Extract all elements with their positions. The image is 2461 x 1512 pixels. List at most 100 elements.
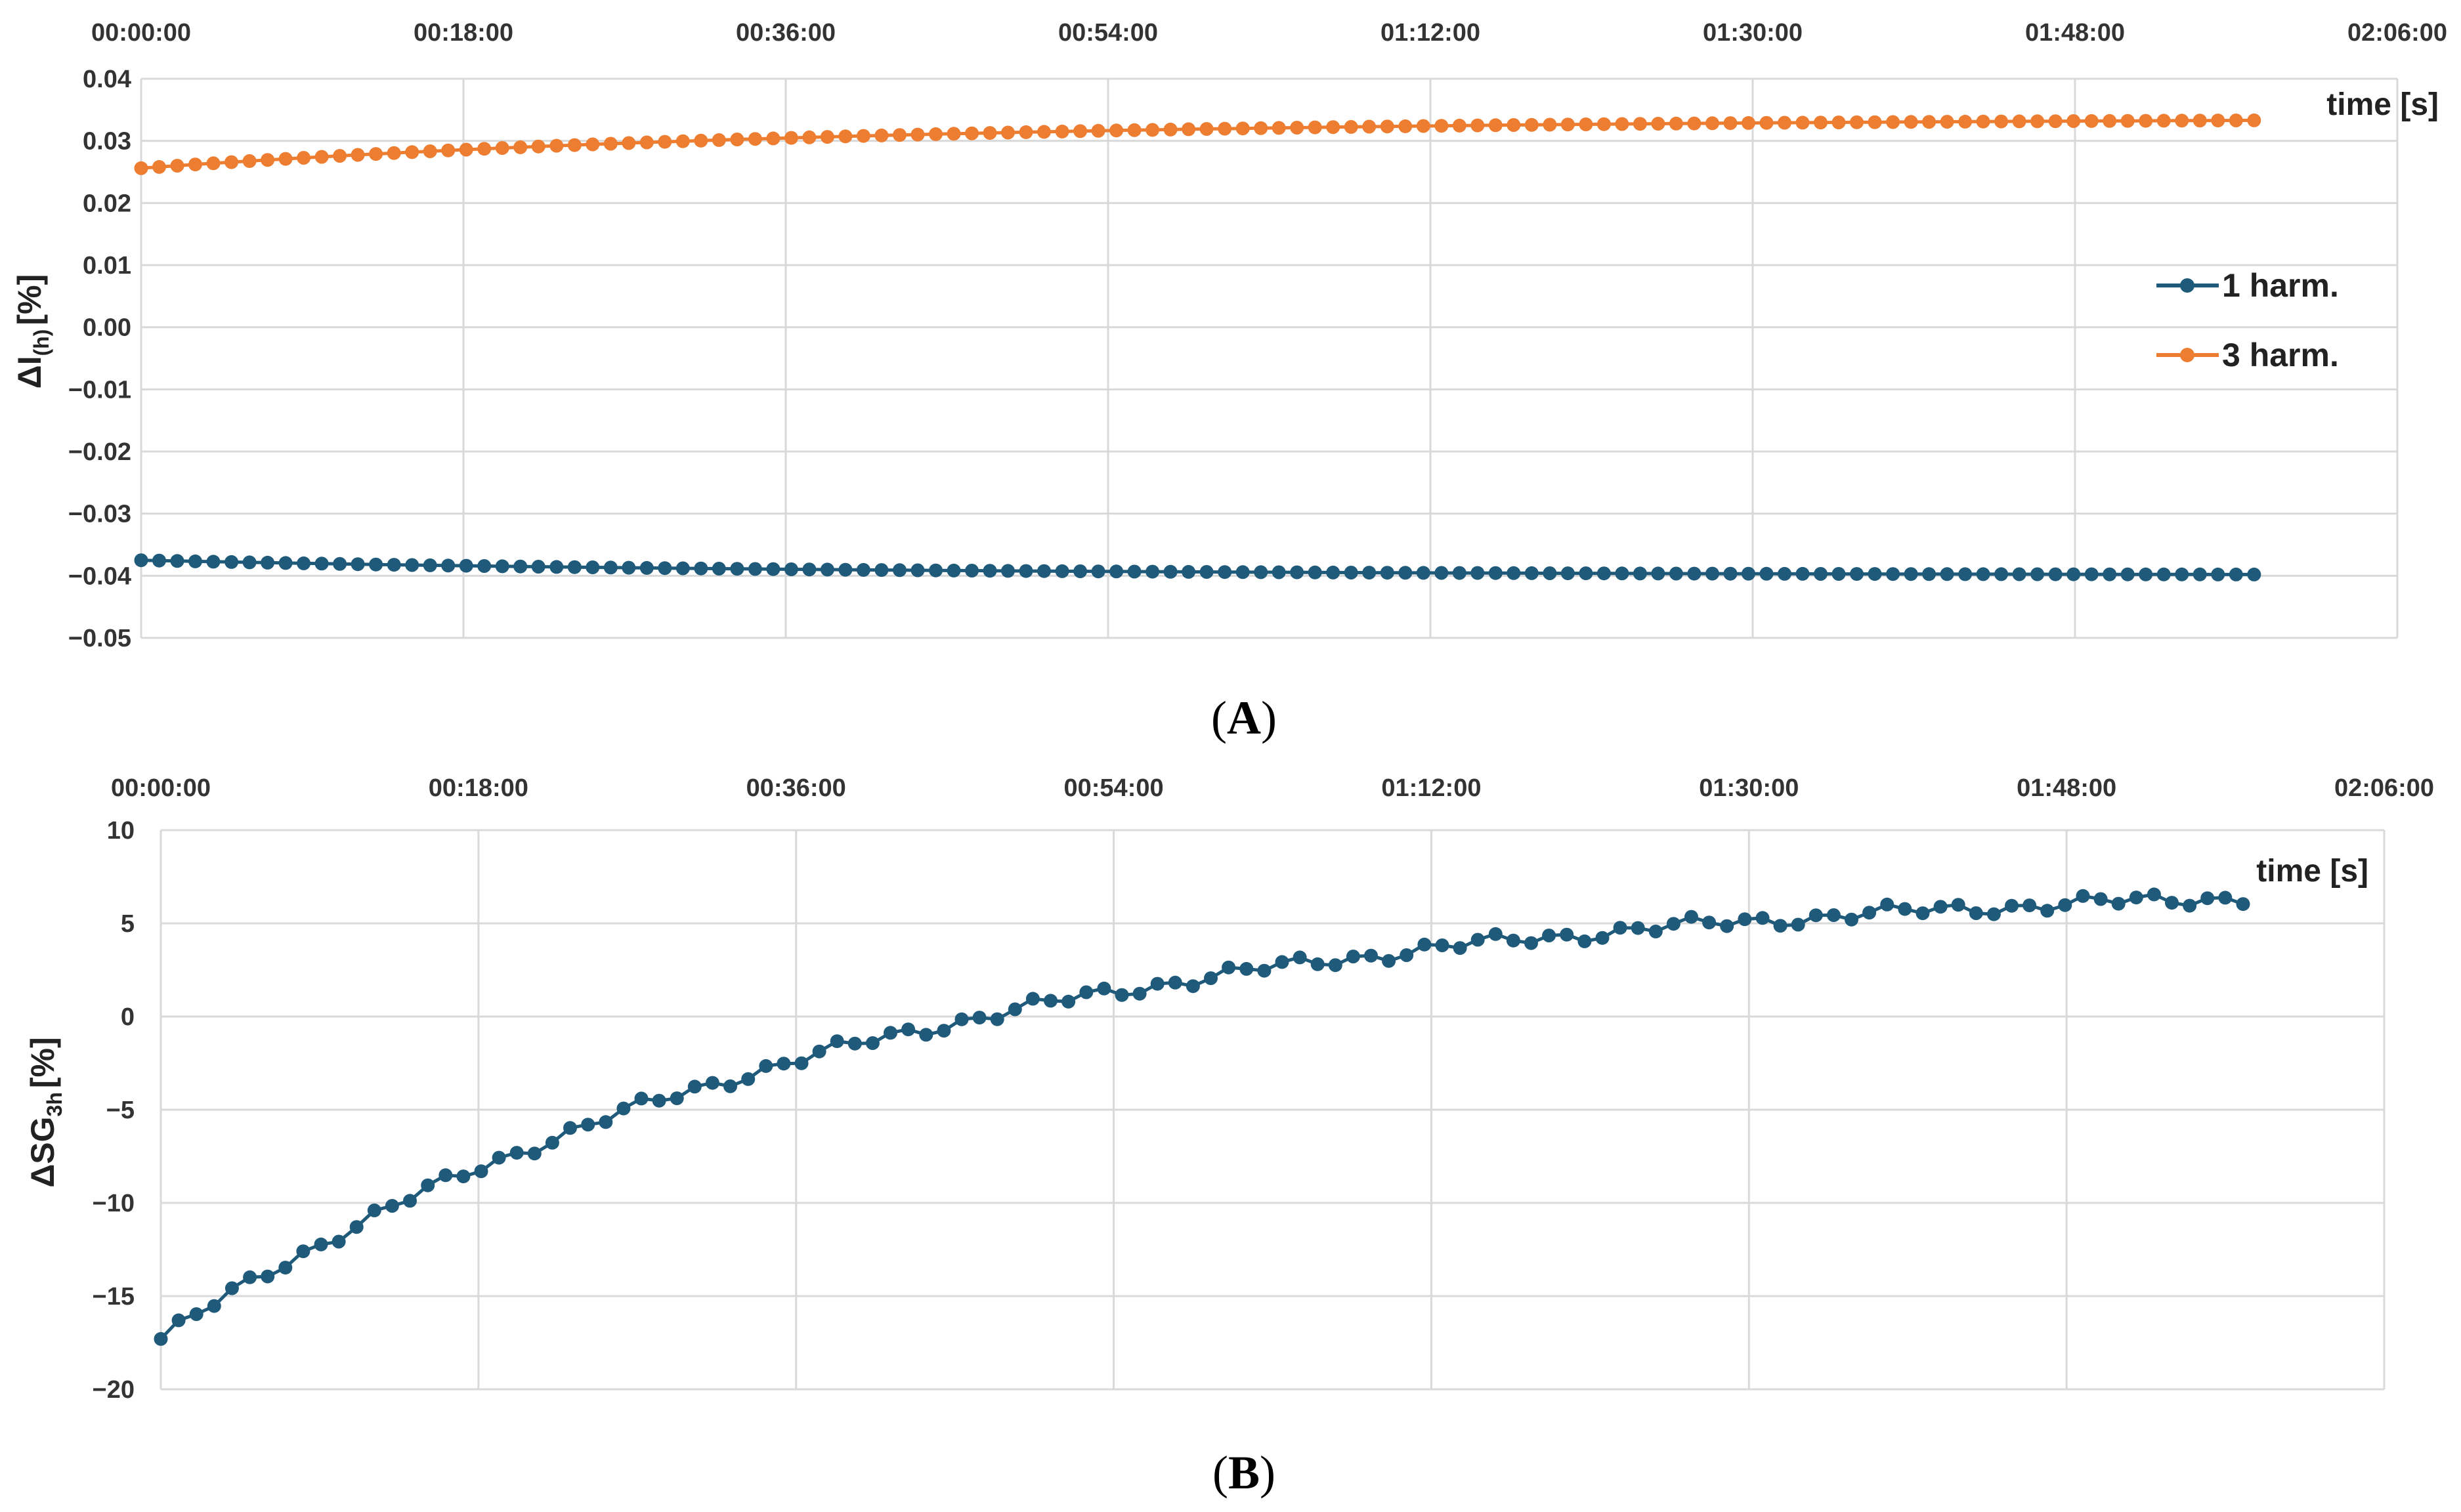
data-point <box>820 562 834 577</box>
data-point <box>2211 114 2225 128</box>
data-point <box>1488 927 1503 941</box>
data-point <box>730 133 744 146</box>
y-tick-label: 0.03 <box>83 128 131 156</box>
data-point <box>1254 565 1268 579</box>
data-point <box>1398 566 1413 580</box>
data-point <box>1308 565 1322 579</box>
data-point <box>947 563 961 578</box>
data-point <box>1791 917 1805 932</box>
data-point <box>1976 567 1990 581</box>
data-point <box>545 1135 559 1150</box>
data-point <box>441 143 456 158</box>
data-point <box>1648 924 1663 938</box>
data-point <box>531 560 546 574</box>
data-point <box>2175 567 2189 581</box>
data-point <box>622 136 636 150</box>
data-point <box>1814 116 1828 130</box>
data-point <box>1850 567 1864 581</box>
data-point <box>1633 117 1647 131</box>
data-point <box>2183 898 2197 913</box>
data-point <box>694 561 708 576</box>
data-point <box>1290 121 1304 135</box>
data-point <box>586 560 600 574</box>
data-point <box>599 1115 613 1129</box>
data-point <box>2030 114 2045 129</box>
svg-text:ΔI(h)[%]: ΔI(h) [%] <box>11 274 53 388</box>
y-axis-title-unit-b: [%] <box>24 1037 61 1088</box>
data-point <box>1631 921 1645 935</box>
data-point <box>1182 122 1196 136</box>
data-point <box>549 138 564 153</box>
data-point <box>1182 564 1196 579</box>
data-point <box>1488 118 1503 133</box>
y-tick-label: −0.01 <box>68 376 131 404</box>
data-point <box>794 1056 809 1070</box>
data-point <box>1808 908 1823 923</box>
data-point <box>1326 565 1340 579</box>
y-tick-label: −0.05 <box>68 625 131 652</box>
data-point <box>1239 961 1254 976</box>
data-point <box>439 1168 453 1183</box>
data-point <box>893 563 907 578</box>
data-point <box>1940 567 1954 581</box>
y-tick-labels-b: 10 5 0 −5 −10 −15 −20 <box>93 817 135 1404</box>
data-point <box>1364 948 1378 963</box>
series-layer-a <box>134 113 2261 581</box>
data-point <box>1362 566 1377 580</box>
data-point <box>954 1012 969 1026</box>
data-point <box>1613 921 1627 935</box>
data-point <box>189 1307 203 1321</box>
y-tick-label: 5 <box>121 910 135 938</box>
data-point <box>2247 567 2261 581</box>
legend-label: 3 harm. <box>2222 337 2339 373</box>
data-point <box>639 135 654 150</box>
data-point <box>2120 567 2135 581</box>
y-axis-title-main-b: ΔSG <box>24 1116 61 1187</box>
data-point <box>1759 116 1774 130</box>
data-point <box>1898 902 1912 916</box>
data-point <box>603 560 618 575</box>
series-line-a-0 <box>140 558 2254 576</box>
legend-swatch-marker <box>2180 278 2194 293</box>
data-point <box>1969 906 1983 920</box>
data-point <box>1994 114 2009 129</box>
data-point <box>784 131 798 145</box>
data-point <box>1344 566 1358 579</box>
data-point <box>2211 567 2225 581</box>
data-point <box>1958 567 1973 581</box>
data-point <box>2200 891 2215 906</box>
svg-text:ΔSG3h[%]: ΔSG3h [%] <box>24 1037 66 1187</box>
x-tick-label: 00:54:00 <box>1064 774 1164 802</box>
data-point <box>2175 114 2189 128</box>
data-point <box>314 556 329 571</box>
data-point <box>531 139 546 154</box>
data-point <box>929 563 943 578</box>
x-tick-label: 00:36:00 <box>736 19 836 47</box>
data-point <box>705 1076 719 1090</box>
data-point <box>2084 567 2099 581</box>
data-point <box>1452 566 1466 580</box>
data-point <box>567 560 582 574</box>
data-point <box>1831 116 1846 129</box>
data-point <box>152 553 166 568</box>
data-point <box>1543 566 1557 580</box>
data-point <box>759 1059 773 1073</box>
data-point <box>2193 567 2207 581</box>
data-point <box>1615 117 1629 131</box>
y-tick-label: −10 <box>93 1190 135 1217</box>
data-point <box>1904 567 1918 581</box>
data-point <box>1168 975 1182 990</box>
data-point <box>830 1034 844 1049</box>
data-point <box>1579 117 1593 131</box>
data-point <box>170 554 184 568</box>
data-point <box>983 564 997 578</box>
data-point <box>1344 119 1358 134</box>
data-point <box>1742 116 1755 130</box>
data-point <box>1560 566 1575 581</box>
data-point <box>1868 115 1882 129</box>
data-point <box>1742 566 1755 581</box>
data-point <box>1651 117 1665 131</box>
data-point <box>278 152 293 166</box>
data-point <box>712 562 726 576</box>
data-point <box>802 562 817 577</box>
